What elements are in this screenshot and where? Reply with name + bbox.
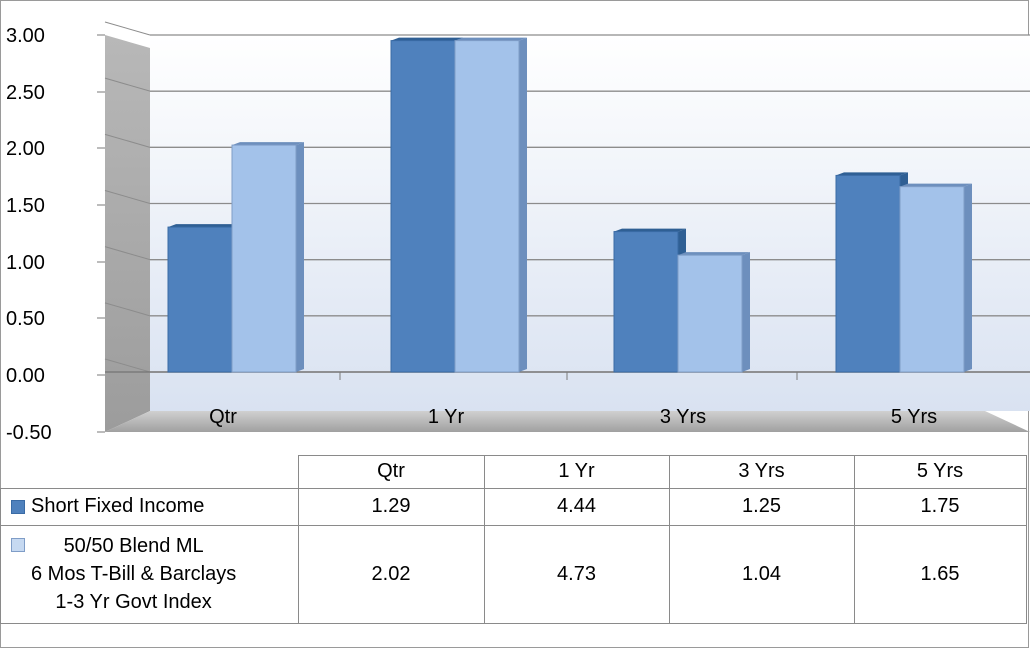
series-1-label: Short Fixed Income [31, 495, 205, 517]
bar [454, 40, 520, 373]
bar-chart: 3.00 2.50 2.00 1.50 1.00 0.50 0.00 -0.50 Qtr 1 Y… [6, 21, 1030, 444]
category-label: 3 Yrs [660, 406, 706, 428]
bar-side [964, 183, 972, 372]
table-header-3yrs: 3 Yrs [668, 455, 855, 489]
bar [167, 226, 233, 373]
bar-top [168, 224, 240, 228]
data-table: Qtr 1 Yr 3 Yrs 5 Yrs Short Fixed Income … [0, 455, 1027, 624]
series-1-swatch [11, 499, 25, 514]
bar [390, 40, 456, 373]
bar-top [614, 228, 686, 232]
table-cell: 1.75 [853, 487, 1027, 526]
chart-side-wall [105, 35, 150, 432]
bar-0-series-0 [167, 224, 240, 373]
gridline-side [104, 77, 151, 92]
bar [677, 254, 743, 373]
bar-2-series-1 [677, 252, 750, 373]
gridline-side [104, 358, 151, 373]
series-1-label-cell: Short Fixed Income [0, 487, 299, 526]
bar [613, 231, 679, 373]
bar [899, 186, 965, 373]
series-2-label-line-1: 50/50 Blend ML [63, 535, 204, 557]
y-tick-label: 3.00 [6, 25, 45, 47]
table-cell: 1.04 [668, 524, 855, 624]
series-2-swatch [11, 538, 25, 552]
bar-2-series-0 [613, 228, 686, 373]
table-cell: 4.44 [483, 487, 670, 526]
gridline-side [104, 133, 151, 148]
table-header-row: Qtr 1 Yr 3 Yrs 5 Yrs [0, 455, 1027, 489]
bar-0-series-1 [231, 142, 304, 373]
bar [835, 174, 901, 373]
series-2-label-line-3: 1-3 Yr Govt Index [55, 591, 212, 613]
bar-1-series-0 [390, 37, 463, 373]
bar-top [391, 37, 463, 41]
table-header-1yr: 1 Yr [483, 455, 670, 489]
bar-side [742, 252, 750, 372]
bar [231, 144, 297, 373]
y-tick-label: 0.00 [6, 365, 45, 387]
bar-top [678, 252, 750, 256]
table-cell: 2.02 [297, 524, 485, 624]
bar-top [900, 183, 972, 187]
table-corner [0, 455, 299, 489]
chart-floor [105, 411, 1030, 432]
table-header-qtr: Qtr [297, 455, 485, 489]
gridline-side [104, 246, 151, 261]
table-header-5yrs: 5 Yrs [853, 455, 1027, 489]
y-tick-label: 2.50 [6, 82, 45, 104]
table-cell: 4.73 [483, 524, 670, 624]
y-tick-label: 1.00 [6, 252, 45, 274]
bar-3-series-0 [835, 172, 908, 373]
y-tick-label: 1.50 [6, 195, 45, 217]
gridline-side [104, 21, 151, 36]
series-2-label-line-2: 6 Mos T-Bill & Barclays [31, 563, 237, 585]
category-label: 1 Yr [428, 406, 465, 428]
y-tick-label: 2.00 [6, 138, 45, 160]
table-row-short-fixed-income: Short Fixed Income 1.29 4.44 1.25 1.75 [0, 487, 1027, 526]
category-label: 5 Yrs [891, 406, 937, 428]
gridline-side [104, 302, 151, 317]
bar-top [232, 142, 304, 146]
y-tick-label: -0.50 [6, 422, 52, 444]
series-2-label: 50/50 Blend ML 6 Mos T-Bill & Barclays 1-3… [31, 532, 236, 616]
y-tick-label: 0.50 [6, 308, 45, 330]
series-2-label-cell: 50/50 Blend ML 6 Mos T-Bill & Barclays 1-3… [0, 524, 299, 624]
table-cell: 1.25 [668, 487, 855, 526]
gridline-side [104, 190, 151, 204]
category-label: Qtr [209, 406, 237, 428]
bar-top [836, 172, 908, 176]
bar-side [296, 142, 304, 372]
bar-top [455, 37, 527, 41]
table-row-blend-index: 50/50 Blend ML 6 Mos T-Bill & Barclays 1-3… [0, 524, 1027, 624]
bar-3-series-1 [899, 183, 972, 373]
table-cell: 1.29 [297, 487, 485, 526]
bar-side [519, 37, 527, 372]
bar-1-series-1 [454, 37, 527, 373]
table-cell: 1.65 [853, 524, 1027, 624]
